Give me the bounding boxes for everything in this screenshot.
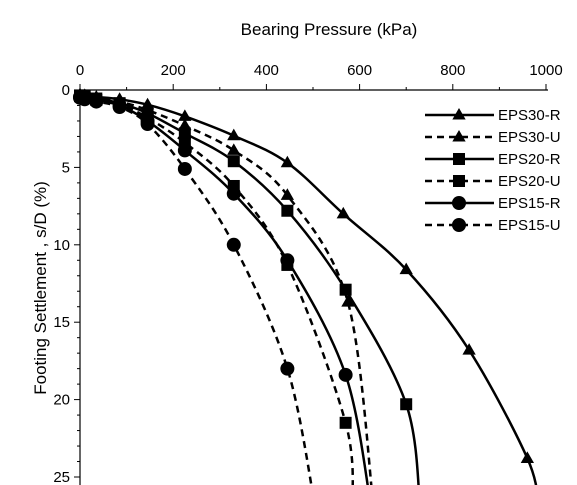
y-tick-label: 10 [53,237,70,254]
legend-label: EPS15-R [498,195,561,212]
data-point-eps15-u [140,117,155,132]
data-point-eps30-u [280,188,295,200]
markers-layer [73,87,535,463]
data-point-eps30-r [399,262,413,275]
data-point-eps15-r [338,367,353,382]
legend-marker [453,153,465,165]
x-tick-label: 800 [440,62,465,79]
data-point-eps30-r [336,206,350,219]
legend-label: EPS30-U [498,129,561,146]
data-point-eps20-r [339,283,352,296]
data-point-eps15-u [77,92,92,107]
series-layer [79,93,538,485]
data-point-eps15-r [280,253,295,268]
y-tick-label: 20 [53,392,70,409]
data-point-eps15-r [226,186,241,201]
data-point-eps20-r [281,204,294,217]
data-point-eps30-u [227,143,241,155]
series-line-eps20-u [79,95,355,485]
data-point-eps20-r [227,155,240,168]
data-point-eps30-u [178,118,192,131]
data-point-eps15-u [226,237,241,252]
x-tick-label: 200 [161,62,186,79]
axes: 0 200 400 600 800 1000 0 5 10 15 20 25 [53,62,563,485]
y-tick-label: 0 [62,82,70,99]
data-point-eps20-r [400,398,413,411]
legend-marker [452,218,466,232]
legend-label: EPS15-U [498,217,561,234]
series-line-eps15-u [79,96,313,485]
x-tick-label: 600 [347,62,372,79]
series-line-eps30-u [79,93,373,485]
x-axis-title: Bearing Pressure (kPa) [241,20,418,39]
series-line-eps30-r [79,93,538,485]
legend-label: EPS20-U [498,173,561,190]
legend-marker [452,108,466,120]
data-point-eps30-r [178,109,192,121]
legend-label: EPS20-R [498,151,561,168]
data-point-eps30-r [520,451,535,463]
data-point-eps20-r [178,127,191,140]
legend: EPS30-R EPS30-U EPS20-R EPS20-U EPS15-R EPS15… [425,107,561,234]
data-point-eps20-u [339,416,352,429]
data-point-eps15-r [177,143,192,158]
data-point-eps30-r [462,343,476,355]
data-point-eps30-u [341,295,355,307]
x-tick-label: 1000 [529,62,562,79]
x-tick-label: 0 [76,62,84,79]
legend-marker [452,196,466,210]
y-tick-label: 25 [53,469,70,485]
data-point-eps30-r [227,128,241,141]
data-point-eps30-r [280,155,295,168]
legend-label: EPS30-R [498,107,561,124]
data-point-eps15-u [280,361,295,376]
data-point-eps15-u [112,100,127,115]
legend-marker [452,130,466,142]
y-tick-label: 15 [53,314,70,331]
data-point-eps15-u [177,161,192,176]
series-line-eps20-r [79,94,420,485]
x-tick-label: 400 [254,62,279,79]
y-tick-label: 5 [62,159,70,176]
legend-marker [453,175,465,187]
data-point-eps15-u [89,94,104,109]
y-axis-title: Footing Settlement , s/D (%) [31,181,50,395]
